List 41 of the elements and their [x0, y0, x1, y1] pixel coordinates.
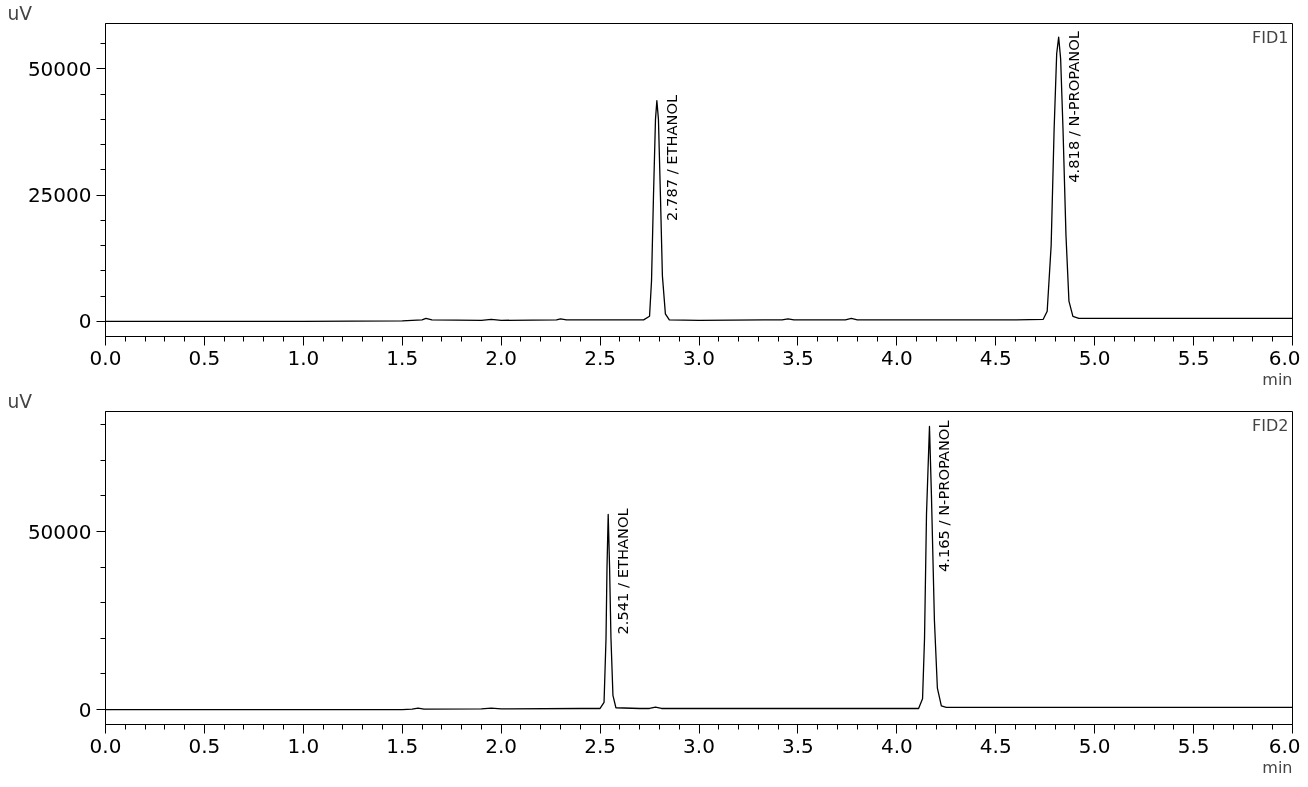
x-tick-label: 4.0: [880, 733, 913, 758]
y-axis-title: uV: [7, 390, 33, 412]
x-axis-title: min: [1262, 369, 1293, 389]
x-tick-label: 2.0: [485, 345, 518, 370]
x-tick-label: 5.0: [1078, 733, 1111, 758]
x-tick-label: 5.0: [1078, 345, 1111, 370]
y-tick-label: 50000: [27, 519, 92, 544]
x-tick-label: 3.5: [782, 345, 814, 370]
x-tick-label: 2.0: [485, 733, 518, 758]
x-tick-label: 1.5: [386, 733, 419, 758]
x-tick-label: 1.0: [287, 345, 320, 370]
x-tick-label: 3.0: [683, 345, 715, 370]
x-tick-label: 3.5: [782, 733, 814, 758]
x-tick-label: 1.5: [386, 345, 419, 370]
y-tick-label: 0: [78, 309, 92, 334]
y-tick-label: 0: [78, 697, 92, 722]
x-tick-label: 2.5: [584, 345, 616, 370]
annotation: 2.541 / ETHANOL: [614, 507, 632, 635]
x-axis-title: min: [1262, 757, 1293, 777]
x-tick-label: 4.5: [979, 345, 1012, 370]
y-axis-title: uV: [7, 2, 33, 24]
annotation: 2.787 / ETHANOL: [662, 93, 680, 221]
x-tick-label: 6.0: [1268, 733, 1301, 758]
y-tick-label: 25000: [27, 183, 92, 208]
annotation: 4.818 / N-PROPANOL: [1064, 30, 1082, 183]
chart-title: FID1: [1252, 27, 1289, 47]
x-tick-label: 5.5: [1177, 345, 1210, 370]
annotation: 4.165 / N-PROPANOL: [935, 419, 953, 573]
x-tick-label: 2.5: [584, 733, 616, 758]
x-tick-label: 1.0: [287, 733, 320, 758]
y-tick-label: 50000: [27, 56, 92, 81]
x-tick-label: 3.0: [683, 733, 715, 758]
x-tick-label: 4.5: [979, 733, 1012, 758]
x-tick-label: 5.5: [1177, 733, 1210, 758]
chart-title: FID2: [1252, 415, 1289, 435]
x-tick-label: 4.0: [880, 345, 913, 370]
x-tick-label: 6.0: [1268, 345, 1301, 370]
x-tick-label: 0.5: [188, 733, 221, 758]
x-tick-label: 0.5: [188, 345, 221, 370]
x-tick-label: 0.0: [89, 733, 122, 758]
x-tick-label: 0.0: [89, 345, 122, 370]
